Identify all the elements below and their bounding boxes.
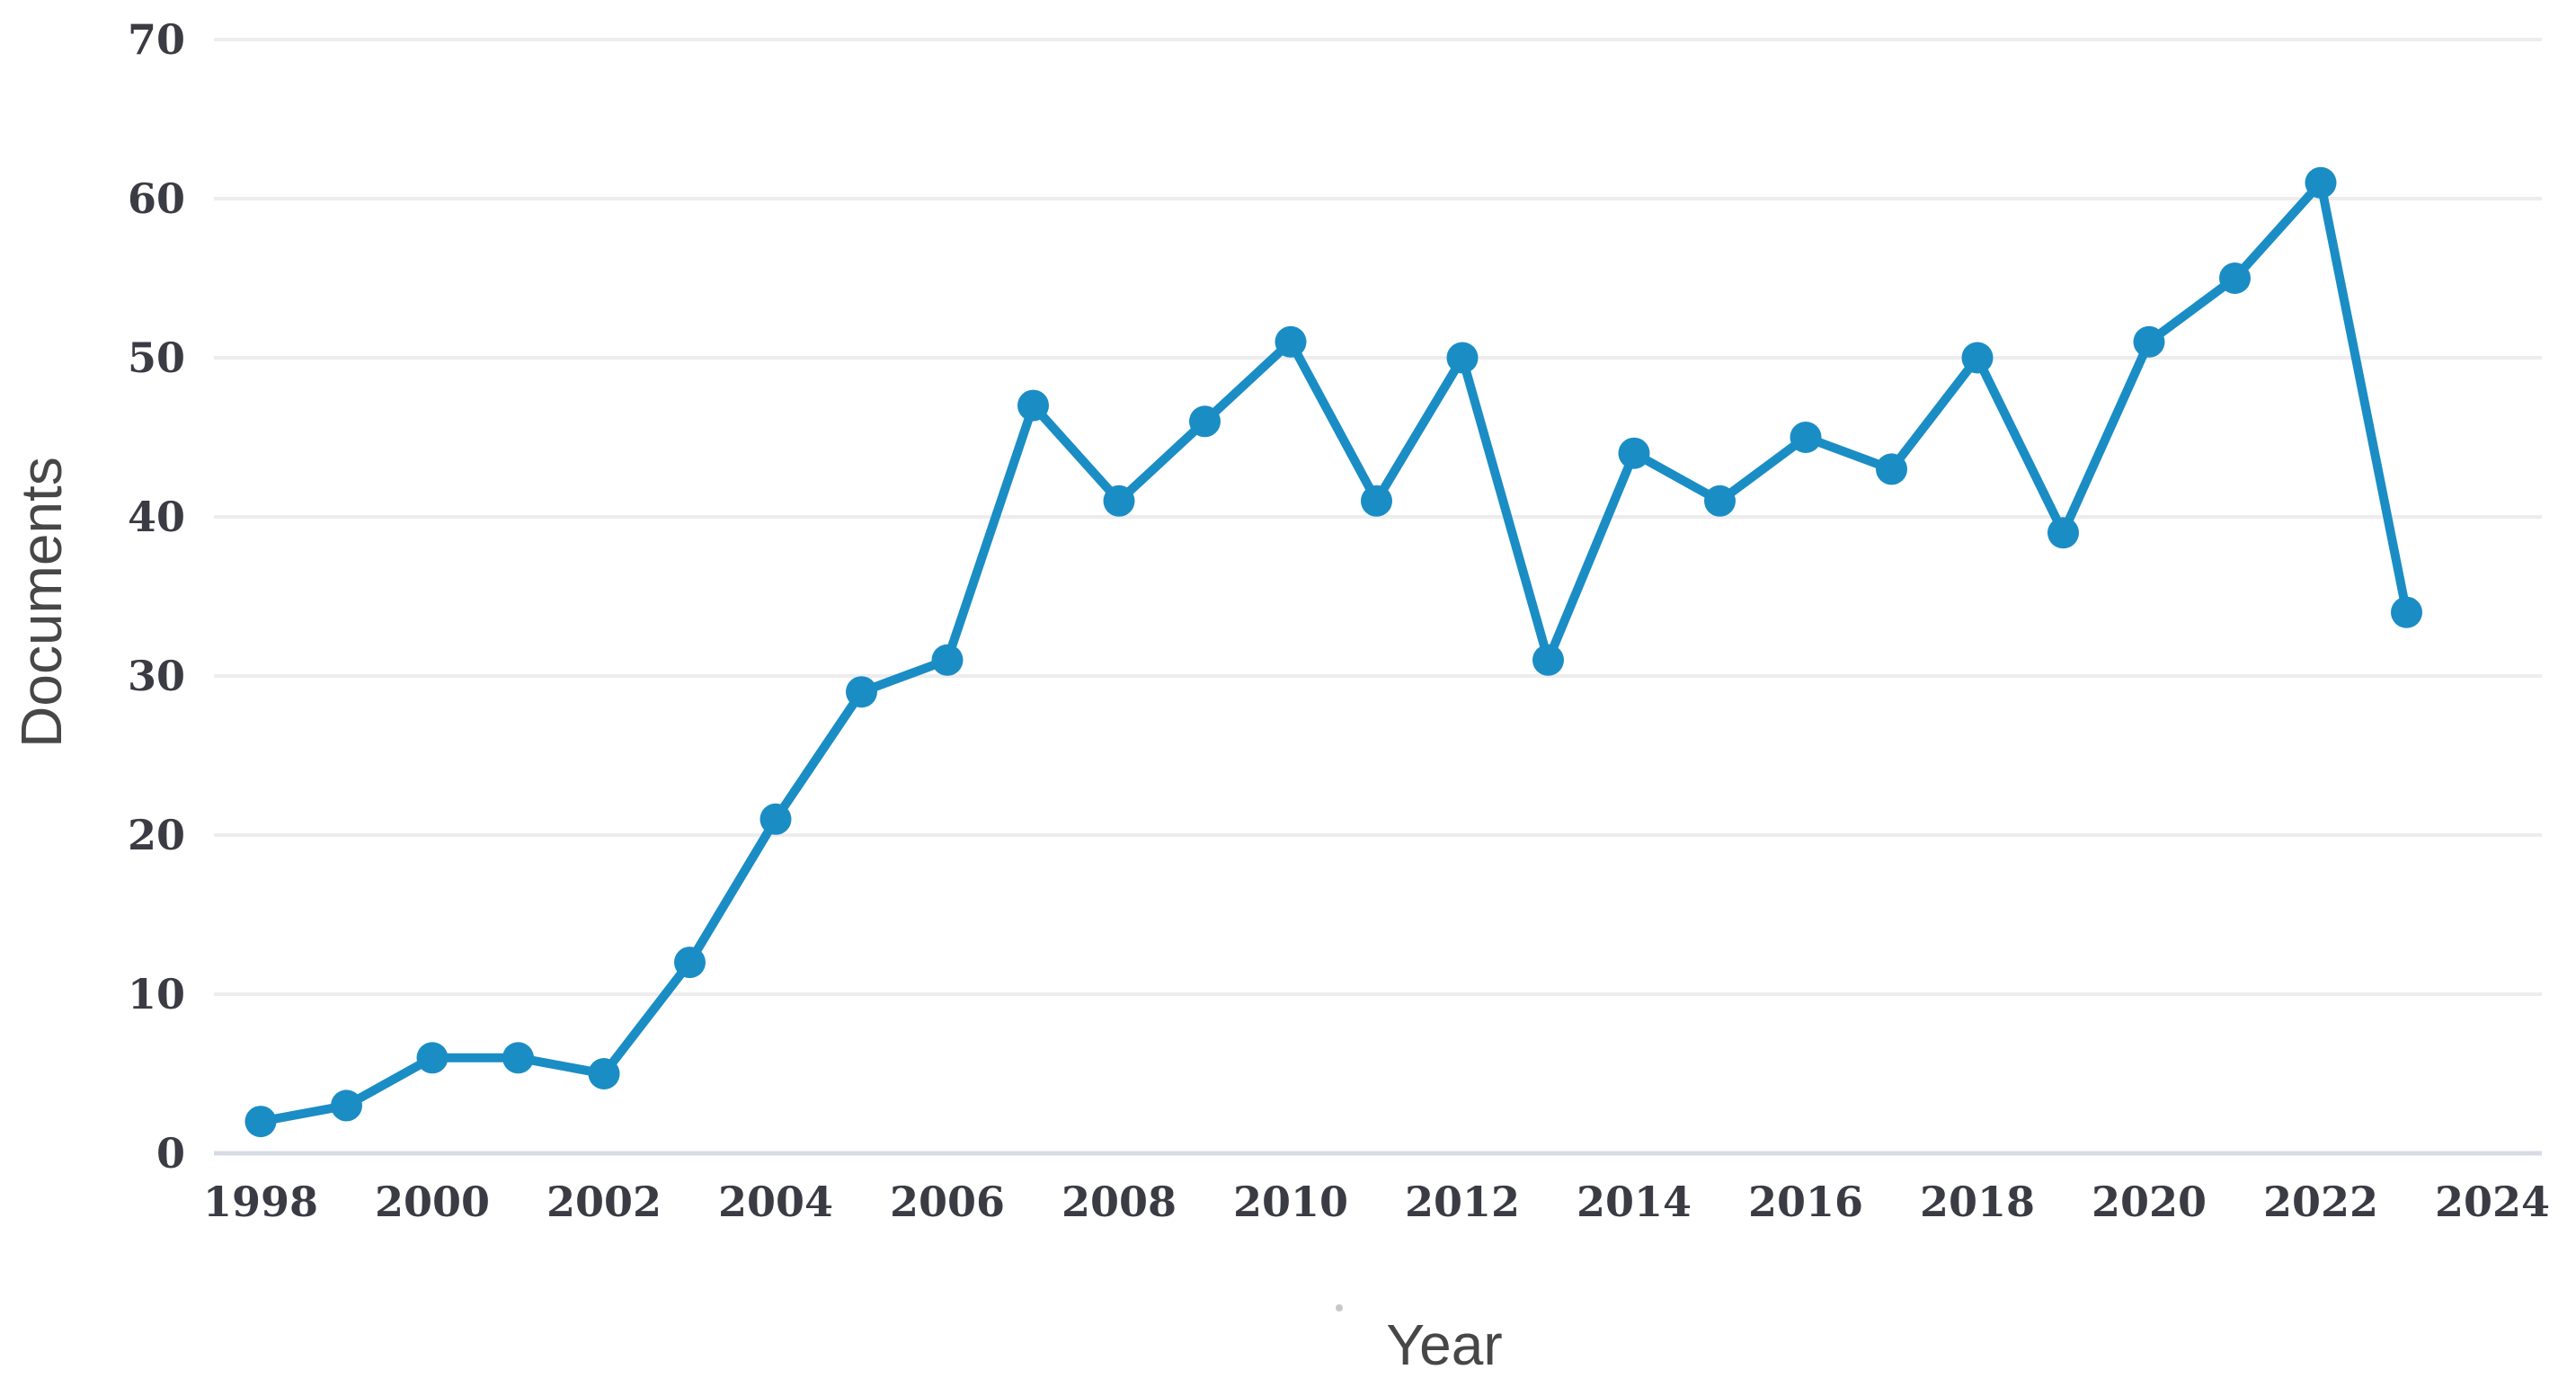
y-tick-label: 0 bbox=[156, 1129, 185, 1178]
x-tick-label: 2004 bbox=[718, 1178, 833, 1226]
x-tick-label: 2002 bbox=[546, 1178, 662, 1226]
dust-speck bbox=[1336, 1304, 1343, 1312]
data-point-marker-2007 bbox=[1017, 389, 1049, 422]
x-tick-label: 2014 bbox=[1577, 1178, 1692, 1226]
data-point-marker-1999 bbox=[331, 1089, 362, 1122]
data-point-marker-2019 bbox=[2047, 517, 2079, 549]
y-tick-label: 10 bbox=[128, 970, 185, 1018]
data-point-marker-2015 bbox=[1704, 485, 1736, 517]
data-point-marker-2012 bbox=[1446, 342, 1479, 374]
y-tick-label: 40 bbox=[128, 493, 185, 541]
x-tick-label: 2016 bbox=[1748, 1178, 1863, 1226]
data-point-marker-2017 bbox=[1876, 453, 1907, 485]
x-tick-label: 2010 bbox=[1233, 1178, 1348, 1226]
series-line bbox=[256, 178, 2412, 1126]
y-tick-label: 60 bbox=[128, 174, 185, 223]
data-point-marker-2006 bbox=[931, 644, 964, 676]
data-point-marker-2018 bbox=[1961, 342, 1994, 374]
data-point-marker-2014 bbox=[1618, 437, 1650, 469]
x-axis-tick-labels: 1998 2000 2002 2004 2006 2008 2010 2012 2014 2016… bbox=[203, 1178, 2550, 1226]
data-point-marker-2004 bbox=[759, 803, 792, 835]
x-tick-label: 2024 bbox=[2435, 1178, 2550, 1226]
x-tick-label: 2006 bbox=[890, 1178, 1005, 1226]
data-point-marker-2010 bbox=[1275, 325, 1307, 358]
x-tick-label: 2008 bbox=[1061, 1178, 1177, 1226]
data-point-marker-2023 bbox=[2391, 596, 2422, 628]
data-point-marker-2001 bbox=[502, 1042, 534, 1074]
x-axis-title: Year bbox=[1386, 1312, 1502, 1377]
data-point-marker-2003 bbox=[674, 947, 706, 979]
y-axis-title: Documents bbox=[9, 457, 74, 748]
data-point-marker-2011 bbox=[1361, 485, 1392, 517]
x-tick-label: 1998 bbox=[203, 1178, 318, 1226]
data-point-marker-2005 bbox=[846, 676, 877, 708]
series-group bbox=[244, 166, 2422, 1138]
data-point-marker-2016 bbox=[1790, 422, 1822, 453]
x-tick-label: 2022 bbox=[2263, 1178, 2378, 1226]
y-tick-label: 70 bbox=[128, 15, 185, 64]
x-tick-label: 2020 bbox=[2092, 1178, 2207, 1226]
y-tick-label: 20 bbox=[128, 811, 185, 859]
data-point-marker-2009 bbox=[1189, 405, 1221, 438]
x-tick-label: 2000 bbox=[375, 1178, 490, 1226]
data-point-marker-2013 bbox=[1532, 644, 1564, 676]
data-point-marker-2022 bbox=[2305, 166, 2337, 199]
y-tick-label: 50 bbox=[128, 333, 185, 382]
data-point-marker-2002 bbox=[588, 1058, 620, 1089]
x-tick-label: 2018 bbox=[1920, 1178, 2035, 1226]
y-axis-tick-labels: 0 10 20 30 40 50 60 70 bbox=[128, 15, 185, 1178]
data-point-marker-2000 bbox=[416, 1042, 449, 1074]
data-point-marker-2021 bbox=[2219, 262, 2251, 294]
data-point-marker-2008 bbox=[1103, 485, 1135, 517]
data-point-marker-1998 bbox=[244, 1106, 277, 1138]
y-tick-label: 30 bbox=[128, 652, 185, 700]
data-point-marker-2020 bbox=[2133, 325, 2165, 358]
x-tick-label: 2012 bbox=[1405, 1178, 1520, 1226]
gridlines-group bbox=[214, 38, 2542, 1156]
